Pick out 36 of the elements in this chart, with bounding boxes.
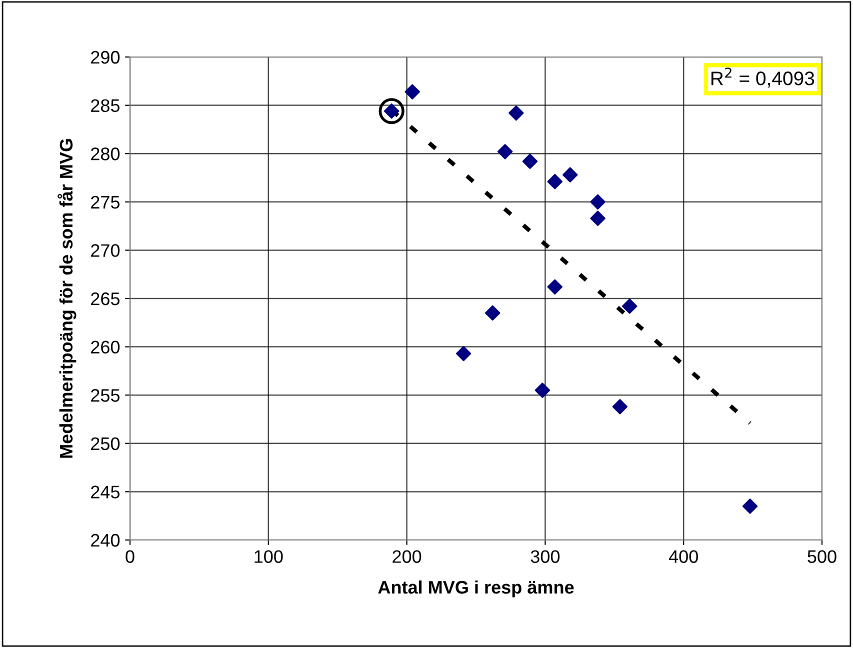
point: [456, 346, 472, 362]
point: [484, 305, 500, 321]
x-tick-label: 100: [254, 550, 283, 563]
point: [547, 279, 563, 295]
point: [742, 498, 758, 514]
y-tick-label: 240: [91, 534, 120, 547]
y-tick-label: 280: [91, 148, 120, 160]
x-tick-label: 200: [392, 550, 422, 563]
x-tick-label: 500: [808, 550, 836, 563]
y-tick-label: 270: [91, 244, 120, 257]
x-axis-title: Antal MVG i resp ämne: [378, 580, 574, 598]
y-tick-label: 245: [91, 486, 120, 498]
point: [622, 298, 638, 314]
point: [404, 84, 420, 100]
point: [612, 399, 628, 414]
x-tick-label: 400: [668, 550, 698, 563]
y-axis-title: Medelmeritpoäng för de som får MVG: [58, 139, 76, 458]
point: [508, 105, 524, 121]
point: [497, 144, 513, 160]
point: [522, 154, 538, 169]
y-tick-label: 250: [91, 437, 120, 450]
point: [547, 174, 563, 190]
point: [562, 167, 578, 182]
annotation: R$^{2}$ = 0,4093: [711, 68, 814, 88]
y-tick-label: 275: [91, 196, 120, 209]
y-tick-label: 255: [91, 389, 120, 402]
x-tick-label: 300: [530, 550, 560, 563]
x-tick-label: 0: [126, 550, 134, 563]
point: [378, 98, 404, 124]
point: [534, 382, 550, 398]
point: [590, 194, 606, 210]
y-tick-label: 265: [91, 292, 120, 306]
y-tick-label: 285: [91, 99, 120, 112]
y-tick-label: 260: [91, 340, 120, 354]
point: [590, 210, 606, 226]
y-tick-label: 290: [91, 50, 120, 64]
